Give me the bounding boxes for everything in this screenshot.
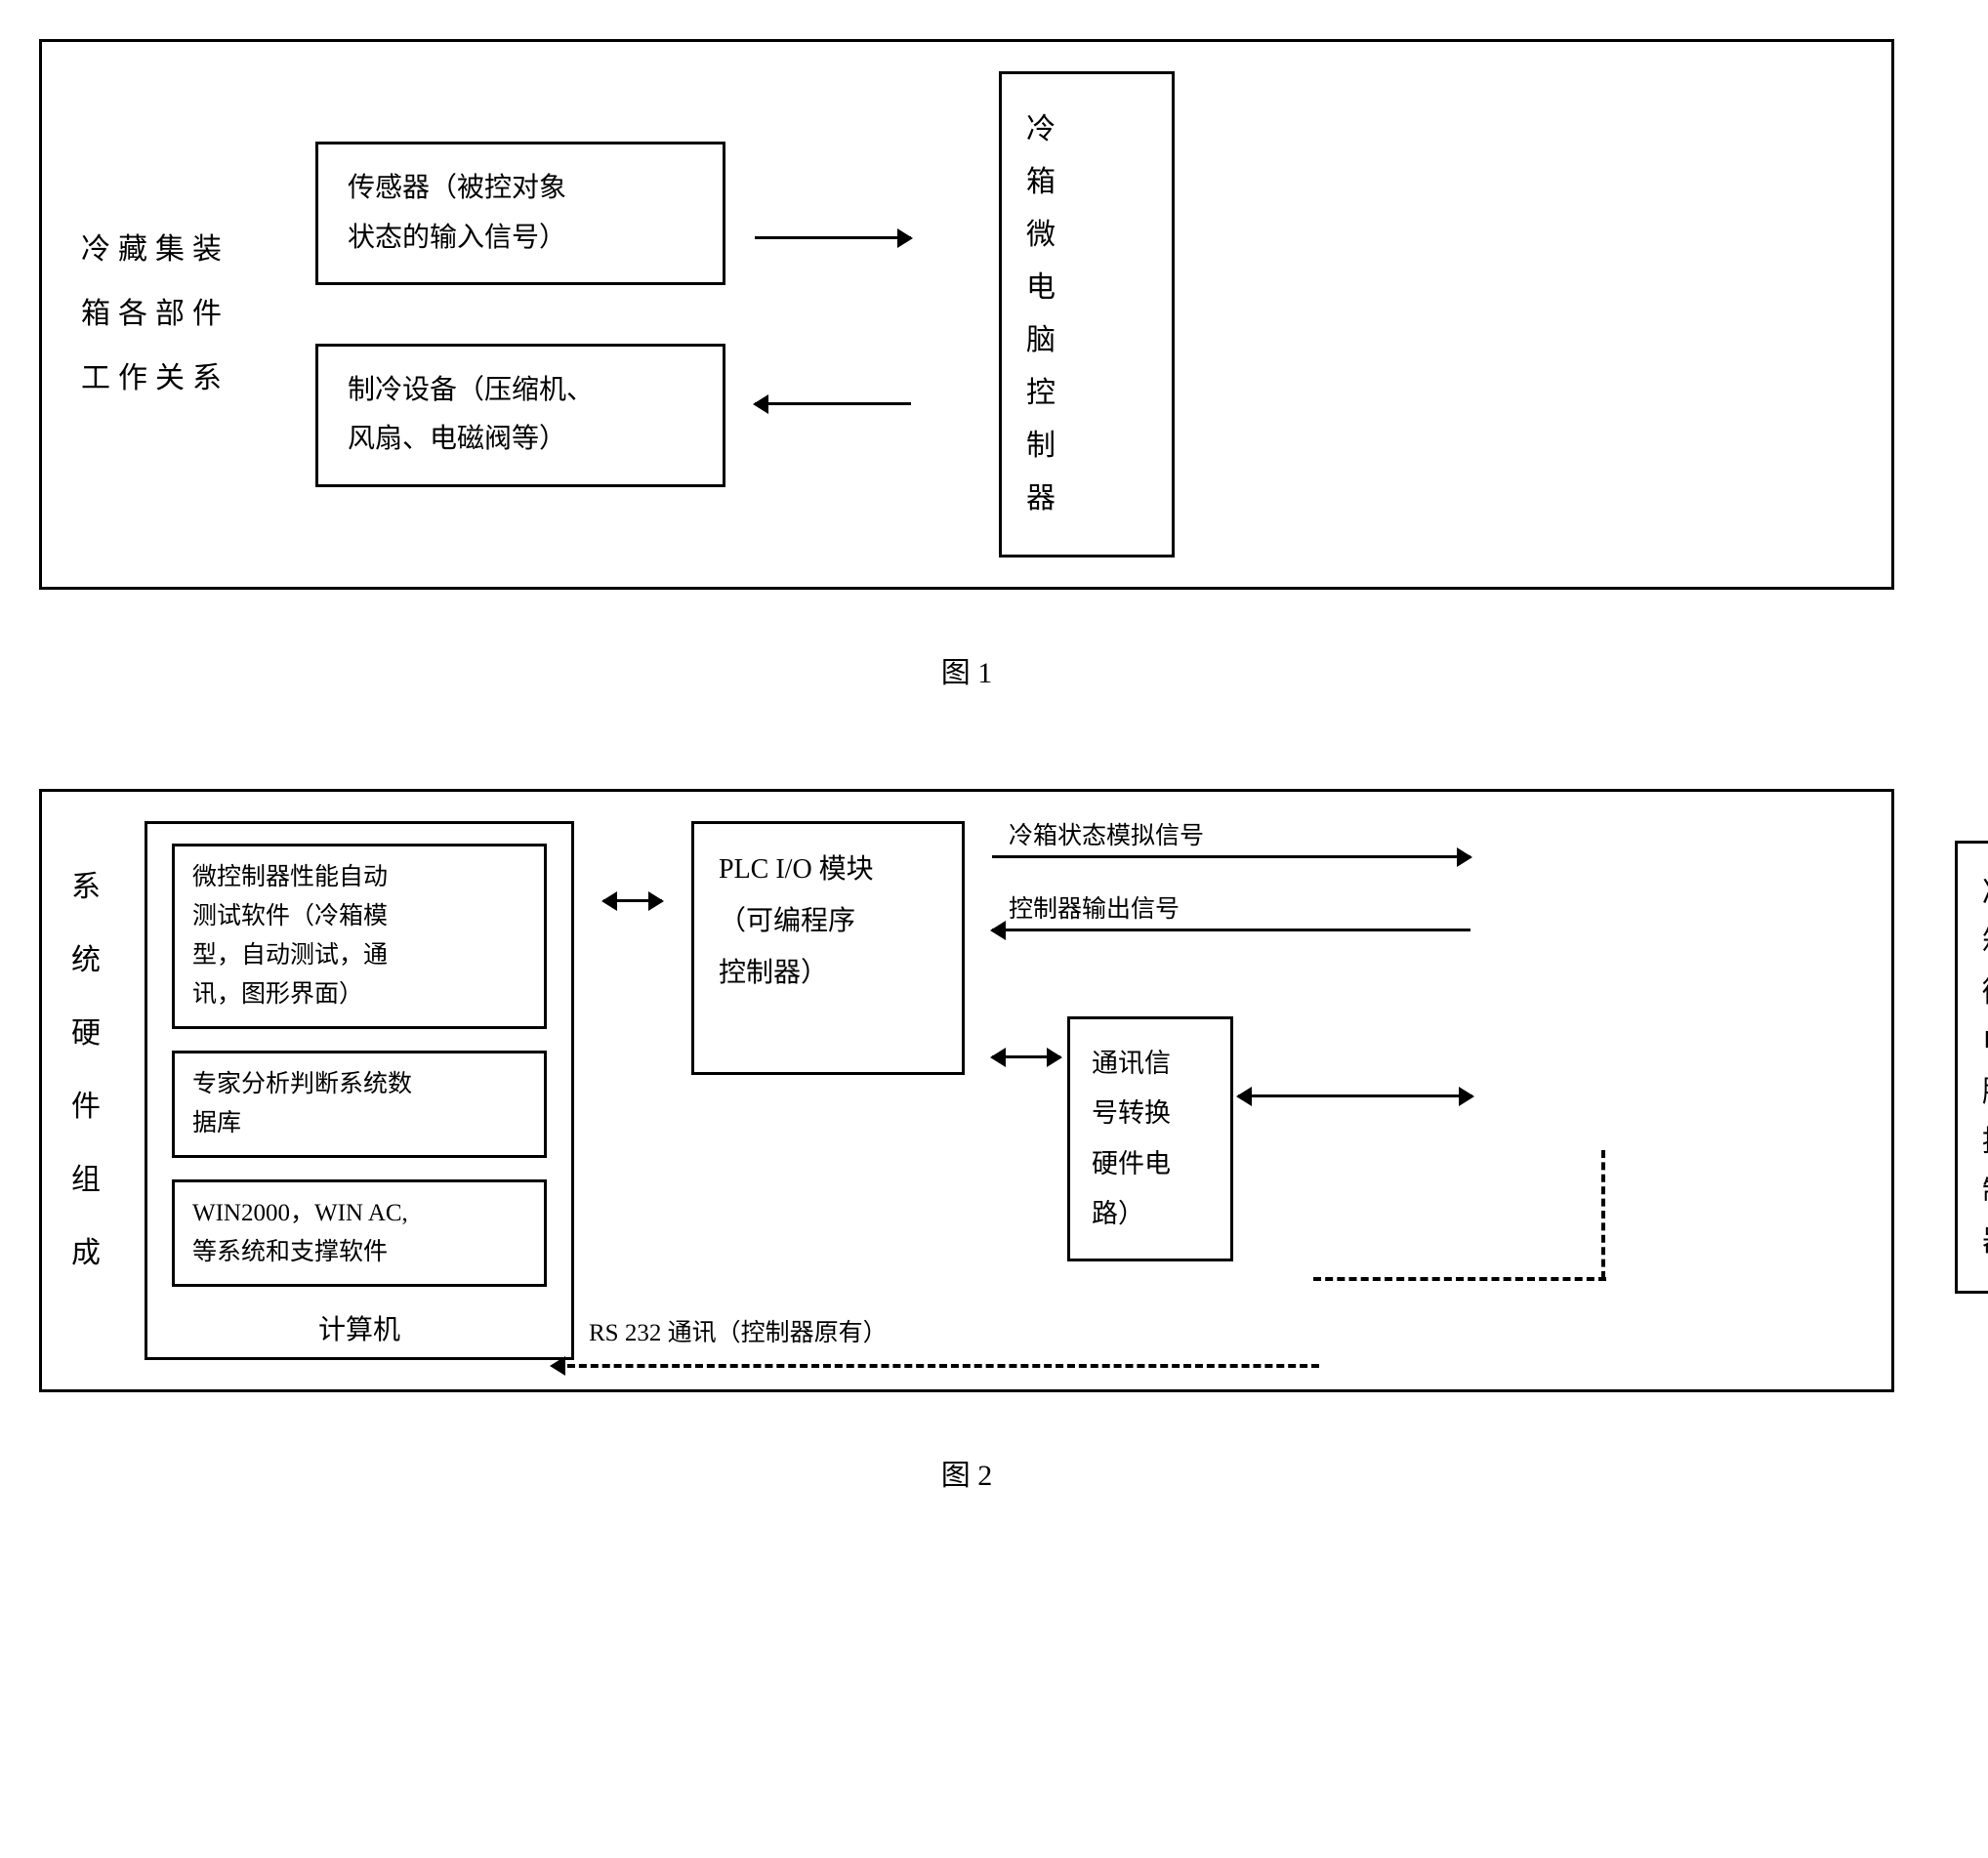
fig1-caption: 图 1 <box>39 648 1894 691</box>
fig1-arrows <box>765 178 882 451</box>
comm-box: 通讯信 号转换 硬件电 路） <box>1067 1016 1233 1261</box>
fig1-middle-col: 传感器（被控对象 状态的输入信号） 制冷设备（压缩机、 风扇、电磁阀等） <box>315 142 725 487</box>
database-box: 专家分析判断系统数 据库 <box>172 1051 547 1158</box>
software-box: 微控制器性能自动 测试软件（冷箱模 型，自动测试，通 讯，图形界面） <box>172 844 547 1029</box>
output-signal-label: 控制器输出信号 <box>1009 889 1180 925</box>
rs232-dashed-h <box>567 1364 1319 1368</box>
rs232-dashed-h2 <box>1313 1277 1606 1281</box>
sensor-box: 传感器（被控对象 状态的输入信号） <box>315 142 725 285</box>
arrow-computer-plc <box>603 899 662 902</box>
arrow-sensor-to-controller <box>755 236 911 239</box>
cooling-box: 制冷设备（压缩机、 风扇、电磁阀等） <box>315 344 725 487</box>
plc-box: PLC I/O 模块 （可编程序 控制器） <box>691 821 965 1075</box>
computer-label: 计算机 <box>172 1308 547 1347</box>
fig2-container: 系 统 硬 件 组 成 微控制器性能自动 测试软件（冷箱模 型，自动测试，通 讯… <box>39 789 1894 1392</box>
rs232-arrowhead <box>550 1356 565 1376</box>
controller-box-fig2: 冷 箱 微 电 脑 控 制 器 <box>1955 841 1988 1294</box>
arrow-plc-comm <box>992 1055 1060 1058</box>
rs232-label: RS 232 通讯（控制器原有） <box>589 1313 888 1348</box>
fig2-title: 系 统 硬 件 组 成 <box>71 821 115 1290</box>
fig1-container: 冷藏集装 箱各部件 工作关系 传感器（被控对象 状态的输入信号） 制冷设备（压缩… <box>39 39 1894 590</box>
fig1-title: 冷藏集装 箱各部件 工作关系 <box>81 218 276 411</box>
arrow-analog <box>992 855 1470 858</box>
arrow-controller-to-cooling <box>755 402 911 405</box>
figure-1: 冷藏集装 箱各部件 工作关系 传感器（被控对象 状态的输入信号） 制冷设备（压缩… <box>39 39 1894 691</box>
computer-box: 微控制器性能自动 测试软件（冷箱模 型，自动测试，通 讯，图形界面） 专家分析判… <box>145 821 574 1360</box>
controller-box-fig1: 冷 箱 微 电 脑 控 制 器 <box>999 71 1175 557</box>
fig2-right-stack: 冷箱状态模拟信号 控制器输出信号 通讯信 号转换 硬件电 路） <box>994 821 1267 1261</box>
arrow-output <box>992 929 1470 931</box>
rs232-dashed-v <box>1601 1150 1605 1279</box>
fig2-caption: 图 2 <box>39 1451 1894 1494</box>
figure-2: 系 统 硬 件 组 成 微控制器性能自动 测试软件（冷箱模 型，自动测试，通 讯… <box>39 789 1894 1494</box>
arrow-comm-controller <box>1238 1094 1472 1097</box>
os-box: WIN2000，WIN AC, 等系统和支撑软件 <box>172 1179 547 1287</box>
analog-signal-label: 冷箱状态模拟信号 <box>1009 816 1204 851</box>
